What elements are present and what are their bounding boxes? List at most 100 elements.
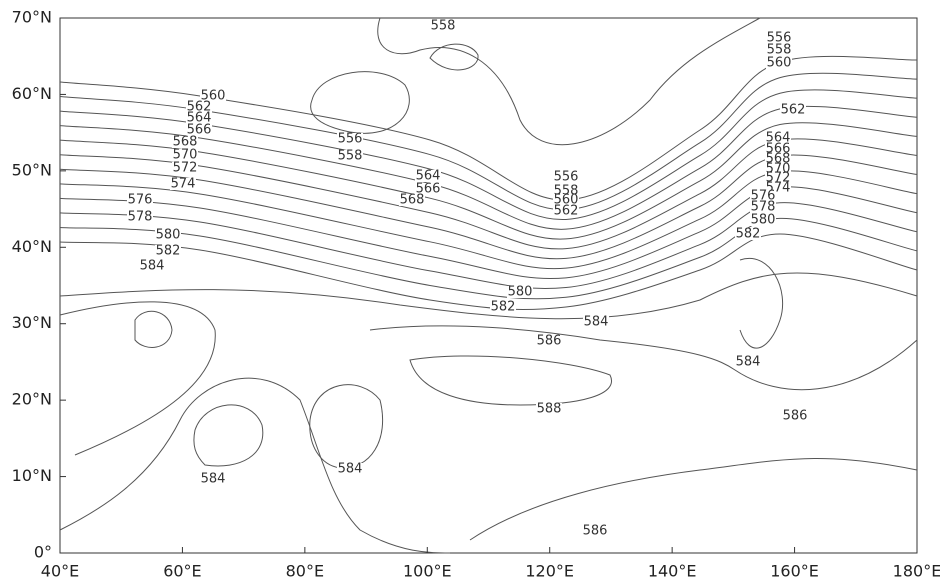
contour-label: 558 — [767, 43, 792, 58]
contour-label: 578 — [751, 200, 776, 215]
contour-label: 584 — [736, 355, 761, 370]
contour-label: 560 — [554, 193, 579, 208]
x-tick-label: 180°E — [893, 562, 940, 581]
contour-label: 560 — [201, 89, 226, 104]
contour-label: 580 — [508, 285, 533, 300]
contour-label: 566 — [766, 142, 791, 157]
label-bg — [139, 260, 165, 272]
contour-label: 560 — [767, 56, 792, 71]
label-bg — [553, 194, 579, 206]
label-bg — [127, 211, 153, 223]
label-bg — [490, 301, 516, 313]
contour-label: 566 — [416, 182, 441, 197]
label-bg — [750, 201, 776, 213]
contour-label: 580 — [751, 213, 776, 228]
label-bg — [765, 143, 791, 155]
contour-label: 576 — [751, 189, 776, 204]
contour-label: 556 — [767, 31, 792, 46]
label-bg — [430, 20, 456, 32]
y-tick-label: 20°N — [12, 390, 52, 409]
label-bg — [172, 149, 198, 161]
label-bg — [155, 245, 181, 257]
label-bg — [582, 525, 608, 537]
contour-label: 562 — [781, 103, 806, 118]
label-bg — [765, 153, 791, 165]
label-bg — [127, 194, 153, 206]
x-tick-label: 140°E — [648, 562, 697, 581]
contour-line — [59, 122, 918, 240]
contour-line — [59, 233, 918, 311]
label-bg — [186, 101, 212, 113]
y-tick-label: 60°N — [12, 84, 52, 103]
label-bg — [766, 57, 792, 69]
label-bg — [337, 463, 363, 475]
label-bg — [172, 162, 198, 174]
contour-label: 568 — [173, 135, 198, 150]
label-bg — [536, 403, 562, 415]
x-tick-label: 160°E — [770, 562, 819, 581]
contour-line — [59, 217, 918, 300]
contour-label: 568 — [400, 193, 425, 208]
y-tick-label: 30°N — [12, 313, 52, 332]
contour-label: 580 — [156, 228, 181, 243]
plot-frame — [59, 17, 918, 554]
label-bg — [415, 183, 441, 195]
label-bg — [750, 190, 776, 202]
contour-labels: 5585565585605625645665685705725745765785… — [127, 19, 808, 539]
contour-label: 566 — [187, 123, 212, 138]
label-bg — [782, 410, 808, 422]
contour-label: 584 — [201, 472, 226, 487]
y-tick-label: 70°N — [12, 8, 52, 27]
label-bg — [750, 214, 776, 226]
contour-label: 582 — [491, 300, 516, 315]
label-bg — [172, 136, 198, 148]
label-bg — [399, 194, 425, 206]
label-bg — [186, 124, 212, 136]
label-bg — [780, 104, 806, 116]
x-tick-label: 80°E — [286, 562, 324, 581]
contour-label: 568 — [766, 152, 791, 167]
label-bg — [415, 170, 441, 182]
contour-label: 556 — [338, 132, 363, 147]
contour-label: 578 — [128, 210, 153, 225]
contour-label: 588 — [537, 402, 562, 417]
contour-label: 564 — [416, 169, 441, 184]
contour-line — [59, 202, 918, 290]
y-tick-label: 40°N — [12, 237, 52, 256]
label-bg — [735, 228, 761, 240]
x-tick-label: 120°E — [525, 562, 574, 581]
contour-label: 582 — [736, 227, 761, 242]
contour-label: 558 — [338, 149, 363, 164]
y-tick-label: 10°N — [12, 466, 52, 485]
contour-label: 562 — [554, 204, 579, 219]
label-bg — [200, 473, 226, 485]
x-tick-label: 100°E — [403, 562, 452, 581]
contour-label: 574 — [171, 177, 196, 192]
contour-line — [59, 105, 918, 230]
contour-label: 584 — [584, 315, 609, 330]
label-bg — [170, 178, 196, 190]
contour-label: 570 — [173, 148, 198, 163]
x-tick-label: 60°E — [163, 562, 201, 581]
contour-label: 564 — [187, 111, 212, 126]
label-bg — [337, 133, 363, 145]
contour-label: 586 — [583, 524, 608, 539]
contour-label: 586 — [537, 334, 562, 349]
contour-label: 562 — [187, 100, 212, 115]
label-bg — [735, 356, 761, 368]
contour-label: 586 — [783, 409, 808, 424]
contour-label: 556 — [554, 170, 579, 185]
label-bg — [337, 150, 363, 162]
contour-label: 564 — [766, 131, 791, 146]
label-bg — [186, 112, 212, 124]
contour-label: 572 — [173, 161, 198, 176]
contour-label: 584 — [140, 259, 165, 274]
label-bg — [155, 229, 181, 241]
contour-label: 572 — [766, 171, 791, 186]
label-bg — [583, 316, 609, 328]
label-bg — [536, 335, 562, 347]
label-bg — [766, 44, 792, 56]
x-tick-label: 40°E — [41, 562, 79, 581]
label-bg — [765, 132, 791, 144]
